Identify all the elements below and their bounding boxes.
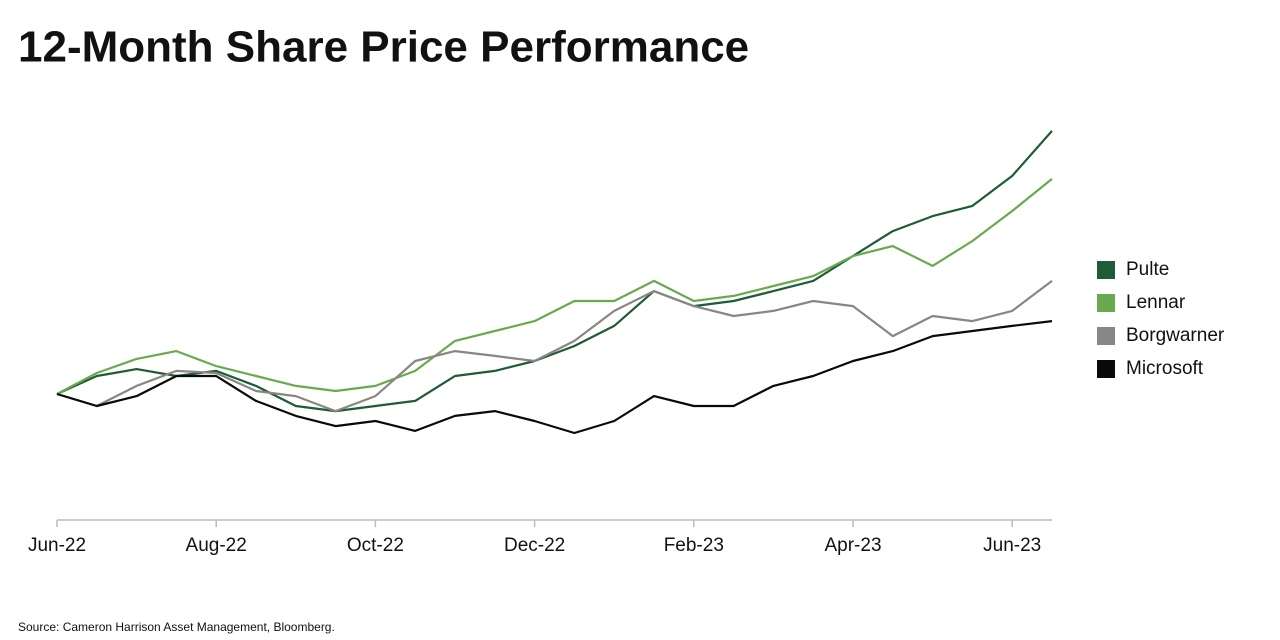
legend-label: Microsoft — [1126, 358, 1204, 379]
x-tick-label: Aug-22 — [186, 535, 247, 556]
x-tick-label: Dec-22 — [504, 535, 565, 556]
series-line — [56, 320, 1053, 435]
series-line — [56, 178, 1053, 395]
legend-swatch — [1097, 294, 1115, 312]
legend-swatch — [1097, 261, 1115, 279]
legend-swatch — [1097, 327, 1115, 345]
legend-swatch — [1097, 360, 1115, 378]
legend-label: Pulte — [1126, 259, 1169, 280]
x-tick-label: Oct-22 — [347, 535, 404, 556]
x-tick-label: Feb-23 — [664, 535, 724, 556]
series-line — [56, 130, 1053, 413]
series-line — [56, 280, 1053, 413]
x-tick-label: Jun-22 — [28, 535, 86, 556]
chart-title: 12-Month Share Price Performance — [18, 23, 749, 72]
x-tick-label: Jun-23 — [983, 535, 1041, 556]
legend-label: Lennar — [1126, 292, 1186, 313]
legend-label: Borgwarner — [1126, 325, 1225, 346]
source-note: Source: Cameron Harrison Asset Managemen… — [18, 620, 335, 634]
x-tick-label: Apr-23 — [824, 535, 881, 556]
